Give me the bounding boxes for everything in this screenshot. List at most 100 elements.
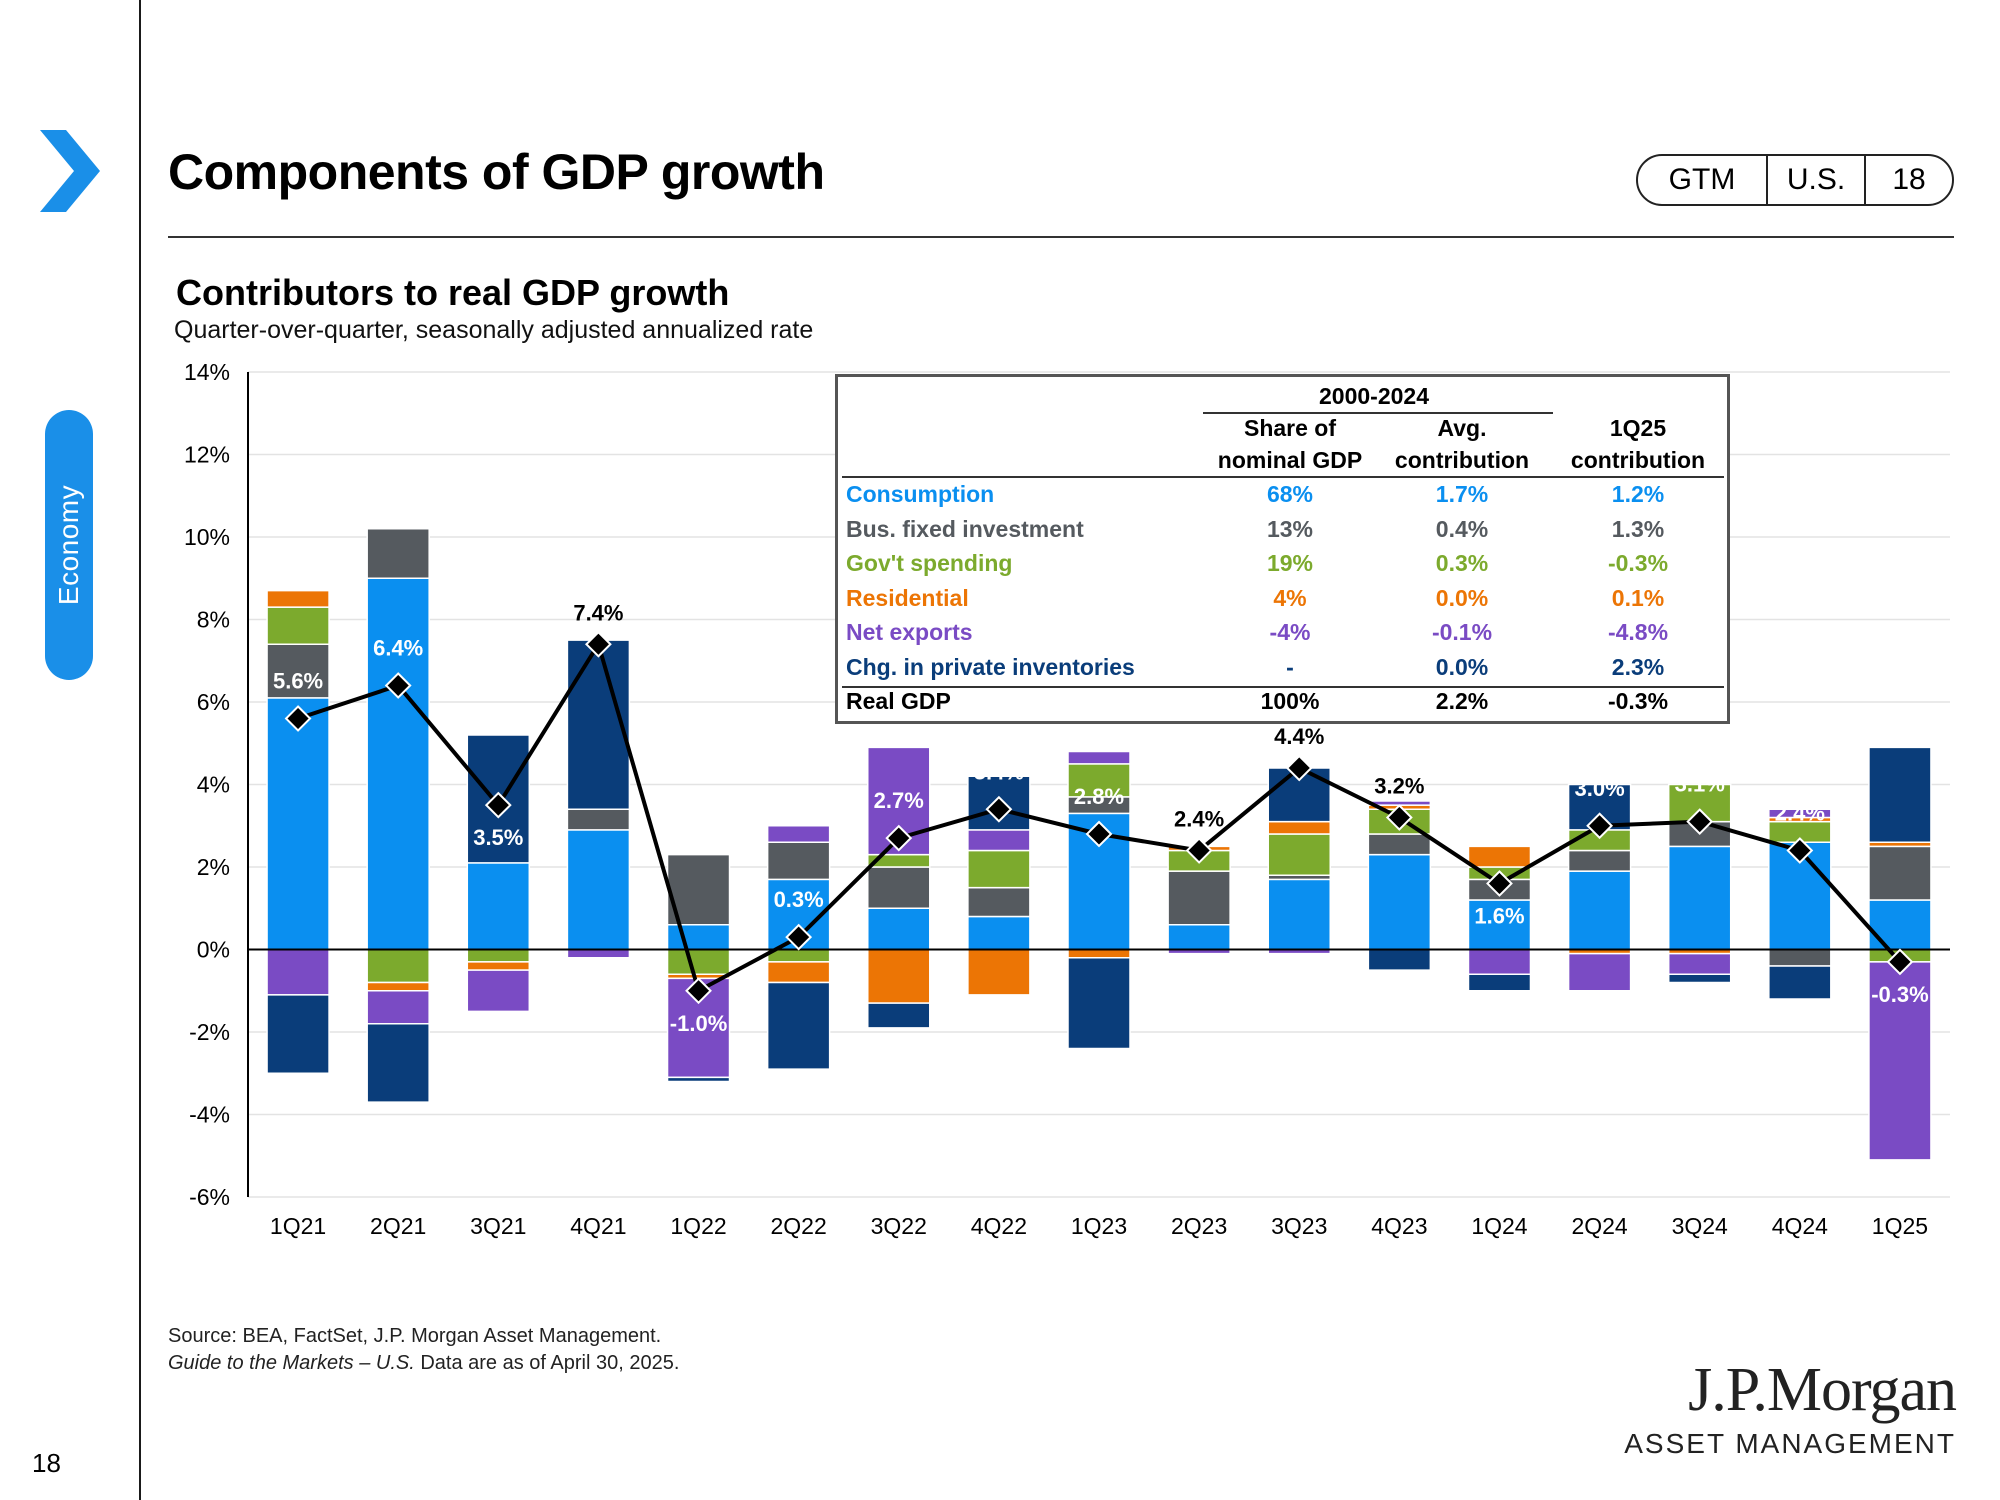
bar-segment — [1768, 808, 1832, 819]
bar-segment — [666, 924, 731, 951]
guide-date: Data are as of April 30, 2025. — [414, 1352, 680, 1374]
real-gdp-marker — [484, 791, 512, 819]
bar-segment — [1667, 845, 1732, 951]
bar-segment — [1067, 957, 1131, 1050]
table-row-1q25: -0.3% — [1607, 688, 1669, 714]
bar-segment — [1868, 961, 1932, 1161]
table-row-1q25: -0.3% — [1607, 550, 1669, 576]
x-tick-label: 1Q23 — [1071, 1213, 1127, 1239]
y-tick-label: 12% — [184, 442, 230, 468]
table-header-avg-1: Avg. — [1437, 415, 1487, 441]
x-tick-label: 2Q22 — [771, 1213, 827, 1239]
x-tick-label: 1Q24 — [1471, 1213, 1527, 1239]
x-tick-label: 1Q22 — [670, 1213, 726, 1239]
y-tick-label: -6% — [189, 1184, 230, 1210]
table-period-header: 2000-2024 — [1319, 383, 1429, 409]
x-tick-label: 2Q24 — [1571, 1213, 1627, 1239]
table-row-avg: 1.7% — [1435, 481, 1489, 507]
table-row-1q25: -4.8% — [1607, 619, 1669, 645]
bar-segment — [1367, 853, 1432, 951]
bar-segment — [1768, 948, 1832, 967]
page-number: 18 — [32, 1448, 61, 1478]
table-header-1q25-1: 1Q25 — [1609, 415, 1667, 441]
data-label: 2.4% — [1174, 807, 1224, 832]
x-tick-label: 4Q24 — [1772, 1213, 1828, 1239]
table-row-share: -4% — [1269, 619, 1311, 645]
chevron-right-icon — [40, 130, 100, 212]
chart-subtitle: Quarter-over-quarter, seasonally adjuste… — [174, 316, 814, 344]
table-header-1q25-2: contribution — [1570, 447, 1706, 473]
table-row-label: Chg. in private inventories — [846, 653, 1135, 680]
x-tick-label: 3Q21 — [470, 1213, 526, 1239]
data-label: 7.4% — [573, 600, 623, 625]
table-row-1q25: 2.3% — [1611, 653, 1665, 680]
section-tab-label: Economy — [53, 484, 84, 606]
bar-segment — [766, 948, 831, 963]
source-line: Source: BEA, FactSet, J.P. Morgan Asset … — [168, 1325, 662, 1347]
data-label: 6.4% — [373, 636, 423, 661]
real-gdp-marker — [785, 923, 813, 951]
x-tick-label: 1Q25 — [1872, 1213, 1928, 1239]
bar-segment — [266, 994, 330, 1074]
bar-segment — [266, 948, 330, 996]
bar-segment — [366, 577, 430, 951]
table-header-underline — [842, 476, 1724, 478]
table-header-share-2: nominal GDP — [1217, 447, 1363, 473]
badge-page: 18 — [1892, 163, 1926, 196]
x-tick-label: 1Q21 — [270, 1213, 326, 1239]
data-label: -1.0% — [670, 1011, 727, 1036]
section-tab-economy[interactable]: Economy — [45, 410, 93, 680]
table-row-share: 4% — [1273, 584, 1307, 611]
table-row-label: Net exports — [846, 619, 973, 645]
bar-segment — [1868, 899, 1932, 951]
table-row-avg: -0.1% — [1431, 619, 1493, 645]
bar-segment — [1768, 965, 1832, 1000]
real-gdp-marker — [1886, 948, 1914, 976]
bar-segment — [266, 589, 330, 608]
real-gdp-marker — [985, 795, 1013, 823]
real-gdp-marker — [885, 824, 913, 852]
x-tick-label: 4Q21 — [570, 1213, 626, 1239]
bar-segment — [967, 829, 1031, 852]
bar-segment — [967, 948, 1031, 996]
y-tick-label: 10% — [184, 524, 230, 550]
bar-segment — [1467, 845, 1532, 868]
table-row-avg: 0.0% — [1435, 584, 1489, 611]
bar-segment — [566, 829, 631, 951]
jpmorgan-logo: J.P.Morgan ASSET MANAGEMENT — [1624, 1355, 1957, 1460]
bar-segment — [867, 948, 931, 1004]
data-label: 5.6% — [273, 669, 323, 694]
guide-title: Guide to the Markets – U.S. — [168, 1352, 415, 1374]
bar-segment — [1267, 820, 1331, 835]
badge-gtm: GTM — [1638, 156, 1768, 204]
y-tick-label: 2% — [197, 854, 230, 880]
bar-segment — [466, 862, 531, 951]
bar-segment — [566, 808, 631, 831]
data-label: 3.5% — [473, 825, 523, 850]
table-row-label: Residential — [846, 584, 969, 611]
data-label: 2.4% — [1775, 801, 1825, 826]
x-tick-label: 3Q24 — [1672, 1213, 1728, 1239]
y-tick-label: 8% — [197, 607, 230, 633]
bar-segment — [1367, 948, 1432, 971]
real-gdp-marker — [1085, 820, 1113, 848]
data-label: 1.6% — [1474, 904, 1524, 929]
bar-segment — [1868, 845, 1932, 901]
bar-segment — [967, 849, 1031, 889]
data-label: 3.0% — [1575, 776, 1625, 801]
table-row-avg: 0.4% — [1435, 515, 1489, 542]
chart-title: Contributors to real GDP growth — [176, 272, 730, 313]
bar-segment — [1267, 878, 1331, 951]
x-tick-label: 3Q22 — [871, 1213, 927, 1239]
data-label: 4.4% — [1274, 724, 1324, 749]
real-gdp-marker — [1385, 804, 1413, 831]
x-tick-label: 4Q22 — [971, 1213, 1027, 1239]
x-tick-label: 2Q21 — [370, 1213, 426, 1239]
guide-line: Guide to the Markets – U.S. Data are as … — [168, 1350, 679, 1377]
bar-segment — [466, 961, 531, 971]
bar-segment — [1467, 973, 1532, 992]
logo-subtitle: ASSET MANAGEMENT — [1624, 1428, 1956, 1459]
data-label: 0.3% — [774, 887, 824, 912]
real-gdp-marker — [1486, 870, 1513, 897]
bar-segment — [1567, 849, 1632, 872]
